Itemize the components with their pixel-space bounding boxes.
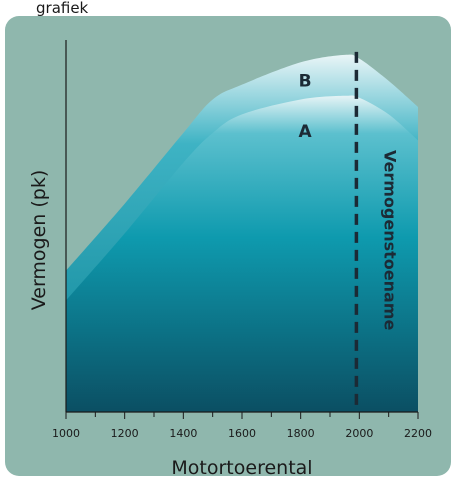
x-tick-label-1600: 1600 [228,427,256,440]
x-tick-label-1400: 1400 [169,427,197,440]
annotation-vermogenstoename: Vermogenstoename [380,150,399,330]
x-tick-label-1000: 1000 [52,427,80,440]
series-label-a: A [298,122,312,142]
x-tick-label-1200: 1200 [111,427,139,440]
x-tick-label-2000: 2000 [345,427,373,440]
series-label-b: B [299,71,312,91]
x-tick-label-1800: 1800 [287,427,315,440]
area-series-a [66,95,418,412]
y-axis-label: Vermogen (pk) [28,170,50,311]
x-axis-label: Motortoerental [171,457,312,479]
x-tick-label-2200: 2200 [404,427,432,440]
